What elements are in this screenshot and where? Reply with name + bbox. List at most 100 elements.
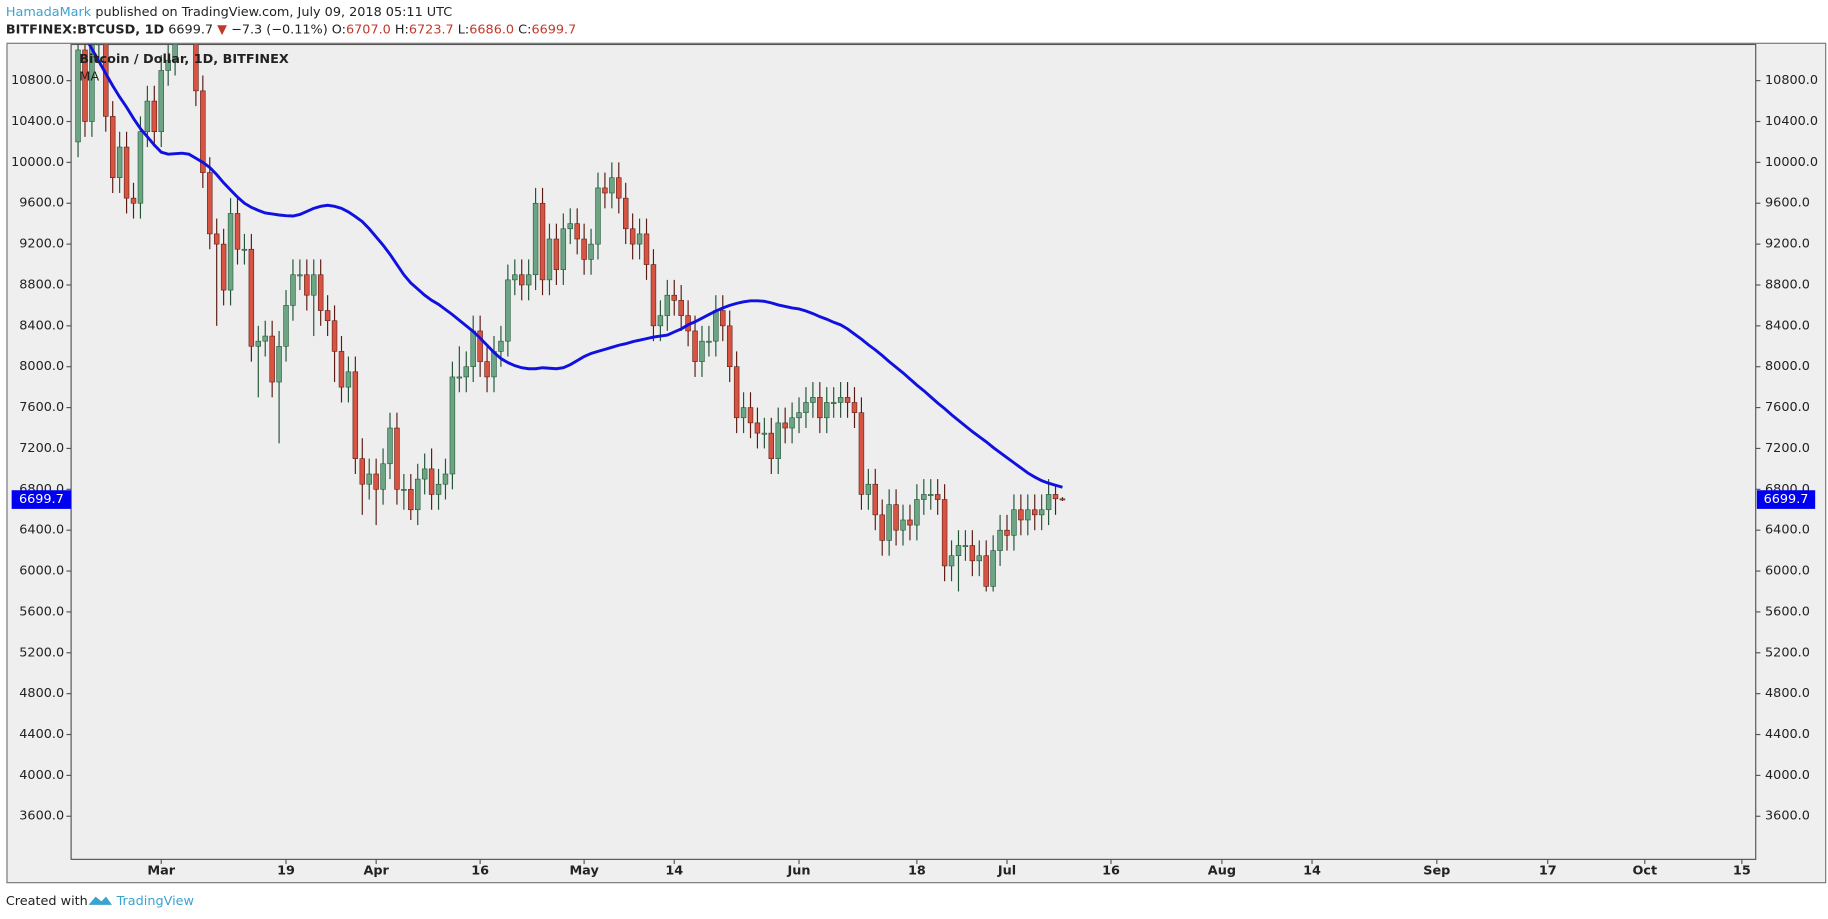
y-tick-label: 6000.0 bbox=[19, 564, 64, 579]
candle-body bbox=[165, 59, 171, 71]
price-label: 6699.7 bbox=[19, 492, 64, 507]
candle-body bbox=[567, 223, 573, 230]
x-tick-label: Aug bbox=[1208, 864, 1236, 879]
candle-body bbox=[449, 376, 456, 475]
candle-body bbox=[394, 427, 400, 490]
candle-body bbox=[1025, 509, 1031, 521]
candle-body bbox=[1045, 494, 1052, 511]
y-tick-label: 9200.0 bbox=[19, 237, 64, 252]
candle-body bbox=[588, 243, 594, 260]
chart-title: Bitcoin / Dollar, 1D, BITFINEX bbox=[79, 52, 289, 67]
candle-body bbox=[553, 238, 560, 270]
candle-body bbox=[934, 494, 941, 500]
y-tick-label: 6000.0 bbox=[1765, 564, 1810, 579]
candle-body bbox=[657, 315, 664, 327]
candle-body bbox=[137, 131, 144, 204]
candle-body bbox=[574, 223, 580, 240]
candle-body bbox=[893, 504, 899, 531]
plot bbox=[75, 44, 1066, 592]
header-line: HamadaMark published on TradingView.com,… bbox=[6, 4, 452, 19]
candle-body bbox=[699, 340, 705, 362]
x-tick-label: 16 bbox=[1102, 864, 1120, 879]
footer-created: Created with bbox=[6, 894, 88, 909]
candle-body bbox=[740, 407, 747, 419]
candle-body bbox=[796, 412, 802, 419]
ohlc-o: 6707.0 bbox=[346, 22, 391, 37]
candle-body bbox=[595, 187, 601, 245]
y-tick-label: 5200.0 bbox=[1765, 645, 1810, 660]
price-label-box bbox=[1756, 490, 1816, 509]
candle-body bbox=[428, 468, 435, 495]
candle-body bbox=[380, 463, 386, 490]
candle-body bbox=[525, 274, 532, 286]
y-tick-label: 6400.0 bbox=[1765, 523, 1810, 538]
candle-body bbox=[900, 519, 906, 531]
x-tick-label: Jul bbox=[997, 864, 1016, 879]
candle-body bbox=[865, 483, 872, 495]
y-tick-label: 5600.0 bbox=[1765, 604, 1810, 619]
candle-body bbox=[990, 550, 996, 587]
candle-body bbox=[622, 197, 629, 230]
candle-body bbox=[713, 310, 719, 342]
candle-body bbox=[948, 555, 955, 567]
candle-body bbox=[803, 402, 809, 413]
x-tick-label: 17 bbox=[1539, 864, 1557, 879]
candle-body bbox=[248, 248, 255, 347]
candle-body bbox=[720, 310, 726, 327]
candle-body bbox=[512, 274, 518, 281]
candle-body bbox=[817, 397, 823, 419]
x-tick-label: May bbox=[569, 864, 599, 879]
logo bbox=[88, 896, 112, 905]
candle-body bbox=[82, 49, 88, 122]
candle-body bbox=[345, 371, 352, 388]
published: published on TradingView.com, July 09, 2… bbox=[95, 4, 452, 19]
y-tick-label: 7600.0 bbox=[19, 400, 64, 415]
candle-body bbox=[359, 458, 365, 485]
candle-body bbox=[872, 483, 879, 516]
candle-body bbox=[976, 555, 982, 562]
candle-body bbox=[1059, 498, 1066, 501]
ohlc-c: 6699.7 bbox=[531, 22, 576, 37]
y-tick-label: 8000.0 bbox=[19, 359, 64, 374]
candle-body bbox=[297, 274, 303, 277]
candle-body bbox=[532, 202, 539, 276]
candle-body bbox=[442, 473, 449, 485]
candle-body bbox=[227, 213, 234, 291]
candle-body bbox=[616, 177, 622, 199]
candle-body bbox=[1032, 509, 1038, 516]
candle-body bbox=[941, 499, 948, 567]
candle-body bbox=[290, 274, 296, 306]
author[interactable]: HamadaMark bbox=[6, 4, 92, 19]
candle-body bbox=[824, 402, 830, 419]
candle-body bbox=[158, 70, 164, 133]
candle-body bbox=[408, 489, 414, 511]
candle-body bbox=[283, 305, 289, 347]
candle-body bbox=[234, 213, 241, 250]
candle-body bbox=[109, 116, 116, 178]
candle-body bbox=[338, 351, 345, 388]
candle-body bbox=[969, 545, 976, 562]
candle-body bbox=[560, 228, 567, 270]
candle-body bbox=[754, 422, 761, 434]
y-tick-label: 8800.0 bbox=[19, 277, 64, 292]
candle-body bbox=[678, 300, 684, 316]
candle-body bbox=[609, 177, 615, 194]
y-tick-label: 5200.0 bbox=[19, 645, 64, 660]
candle-body bbox=[193, 44, 199, 92]
x-tick-label: 14 bbox=[1303, 864, 1321, 879]
candle-body bbox=[602, 187, 608, 194]
candle-body bbox=[324, 310, 331, 322]
candle-body bbox=[907, 519, 913, 526]
y-tick-label: 10400.0 bbox=[1765, 114, 1818, 129]
candle-body bbox=[373, 473, 379, 490]
footer-brand[interactable]: TradingView bbox=[116, 894, 194, 909]
arrow: ▼ bbox=[217, 22, 227, 37]
candle-body bbox=[456, 376, 463, 379]
ohlc-h-label: H: bbox=[395, 22, 409, 37]
y-tick-label: 8400.0 bbox=[19, 318, 64, 333]
y-tick-label: 9600.0 bbox=[1765, 196, 1810, 211]
candle-body bbox=[650, 264, 657, 327]
candle-body bbox=[311, 274, 317, 296]
candle-body bbox=[879, 514, 885, 541]
